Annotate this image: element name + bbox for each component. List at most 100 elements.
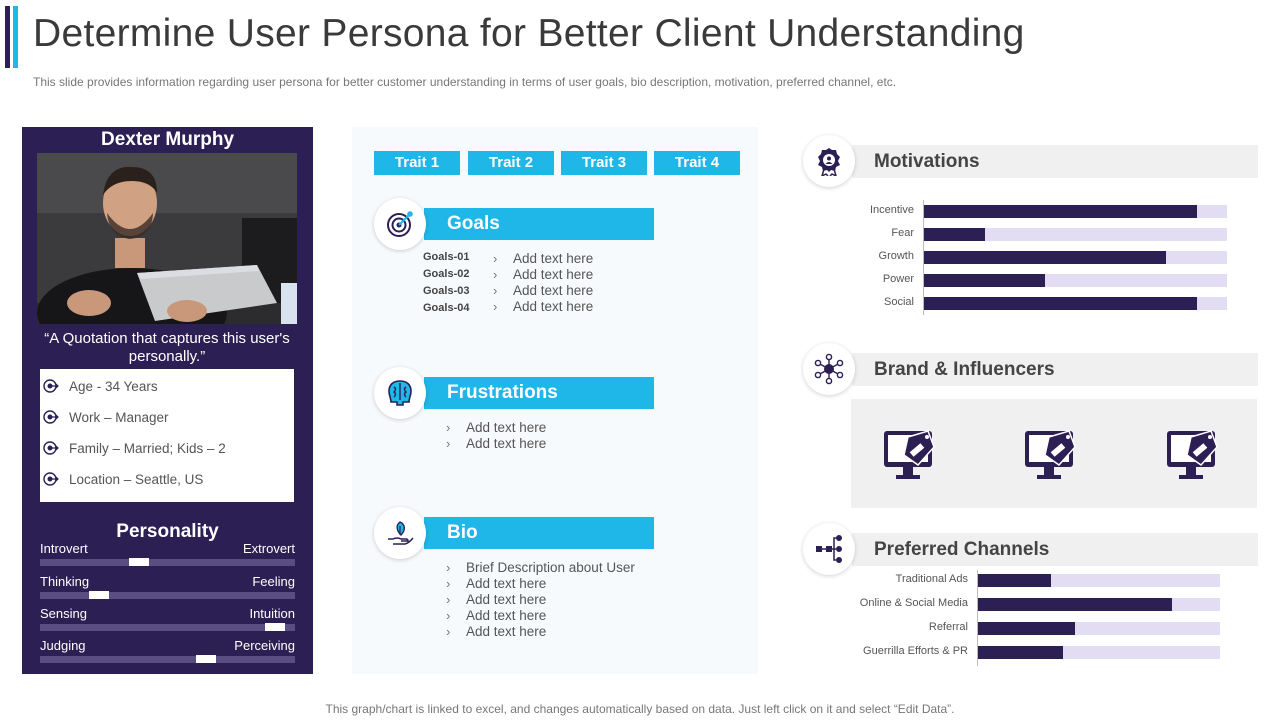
channels-header: Preferred Channels [852, 533, 1258, 566]
bio-text-1: Brief Description about User [466, 560, 635, 575]
trait-left-label: Introvert [40, 541, 88, 556]
bio-text-4: Add text here [466, 608, 547, 623]
trait-slider-knob[interactable] [265, 623, 285, 631]
bar-track [924, 274, 1227, 287]
monitor-tag-icon [1167, 430, 1218, 479]
chevron-right-icon: › [493, 251, 498, 266]
bar-category-label: Fear [891, 227, 914, 239]
flowchart-icon [816, 535, 842, 563]
persona-card: Dexter Murphy “A Quotation that captures… [22, 127, 313, 674]
brands-header: Brand & Influencers [852, 353, 1258, 386]
goal-text-2: Add text here [513, 267, 594, 282]
bar [924, 228, 985, 241]
bar-category-label: Power [882, 273, 914, 285]
chevron-right-icon: › [446, 624, 451, 639]
trait-right-label: Perceiving [234, 638, 295, 653]
trait-right-label: Intuition [249, 606, 295, 621]
trait-slider-knob[interactable] [129, 558, 149, 566]
persona-info-box: Age - 34 Years Work – Manager Family – M… [40, 369, 294, 502]
chevron-right-icon: › [446, 420, 451, 435]
bar-track [924, 205, 1227, 218]
title-accent-bar-blue [13, 6, 18, 68]
bio-header: Bio [424, 517, 654, 549]
bar-track [978, 574, 1220, 587]
info-text-work: Work – Manager [69, 409, 169, 425]
bar [924, 205, 1197, 218]
trait-4-button[interactable]: Trait 4 [654, 151, 740, 175]
trait-3-button[interactable]: Trait 3 [561, 151, 647, 175]
page-title: Determine User Persona for Better Client… [33, 12, 1025, 55]
personality-trait-row: Introvert Extrovert [40, 541, 295, 571]
chevron-right-icon: › [446, 576, 451, 591]
trait-1-button[interactable]: Trait 1 [374, 151, 460, 175]
brands-icon-circle [803, 343, 855, 395]
motivations-title: Motivations [874, 151, 980, 172]
chart-axis-line [977, 570, 978, 666]
bar-category-label: Growth [878, 250, 914, 262]
bar [978, 574, 1051, 587]
goal-text-1: Add text here [513, 251, 594, 266]
trait-slider-track [40, 591, 295, 599]
bar-category-label: Social [884, 296, 914, 308]
goal-text-4: Add text here [513, 299, 594, 314]
info-item-family: Family – Married; Kids – 2 [40, 438, 294, 458]
trait-left-label: Thinking [40, 574, 90, 589]
target-bullet-icon [43, 441, 59, 455]
bar-category-label: Traditional Ads [895, 573, 968, 585]
trait-2-button[interactable]: Trait 2 [468, 151, 554, 175]
info-item-age: Age - 34 Years [40, 376, 294, 396]
bio-icon-circle [374, 507, 426, 559]
bar [978, 646, 1063, 659]
frustration-text-1: Add text here [466, 420, 547, 435]
brands-title: Brand & Influencers [874, 359, 1055, 380]
bar [924, 297, 1197, 310]
goal-label-3: Goals-03 [423, 285, 470, 297]
monitor-tag-icon [884, 430, 935, 479]
trait-slider-track [40, 655, 295, 663]
trait-slider-knob[interactable] [196, 655, 216, 663]
brain-icon [388, 380, 412, 406]
motivations-icon-circle [803, 135, 855, 187]
info-item-work: Work – Manager [40, 407, 294, 427]
target-bullet-icon [43, 379, 59, 393]
bio-text-5: Add text here [466, 624, 547, 639]
bar-track [978, 622, 1220, 635]
target-icon [387, 211, 413, 237]
footer-note: This graph/chart is linked to excel, and… [325, 702, 955, 716]
bio-text-2: Add text here [466, 576, 547, 591]
chevron-right-icon: › [446, 560, 451, 575]
info-text-age: Age - 34 Years [69, 378, 158, 394]
trait-left-label: Judging [40, 638, 86, 653]
personality-title: Personality [116, 521, 219, 542]
channels-bar-chart: Traditional Ads Online & Social Media Refe… [852, 570, 1232, 666]
chevron-right-icon: › [493, 283, 498, 298]
chevron-right-icon: › [446, 436, 451, 451]
motivations-header: Motivations [852, 145, 1258, 178]
goal-label-1: Goals-01 [423, 251, 470, 263]
monitor-tag-icon [1025, 430, 1076, 479]
bar-track [924, 297, 1227, 310]
trait-left-label: Sensing [40, 606, 87, 621]
channels-title: Preferred Channels [874, 539, 1050, 560]
bar [978, 622, 1075, 635]
chevron-right-icon: › [493, 299, 498, 314]
bar-category-label: Referral [928, 621, 968, 633]
bar [978, 598, 1172, 611]
goals-header: Goals [424, 208, 654, 240]
bar-category-label: Guerrilla Efforts & PR [863, 645, 968, 657]
goal-text-3: Add text here [513, 283, 594, 298]
personality-trait-row: Sensing Intuition [40, 606, 295, 636]
network-icon [814, 353, 844, 385]
persona-quote: “A Quotation that captures this user's p… [44, 330, 290, 365]
frustrations-header: Frustrations [424, 377, 654, 409]
info-text-family: Family – Married; Kids – 2 [69, 440, 226, 456]
trait-slider-knob[interactable] [89, 591, 109, 599]
trait-slider-track [40, 558, 295, 566]
trait-right-label: Feeling [252, 574, 295, 589]
info-item-location: Location – Seattle, US [40, 469, 294, 489]
title-accent-bar-dark [5, 6, 10, 68]
chevron-right-icon: › [446, 608, 451, 623]
bar-track [924, 251, 1227, 264]
page-subtitle: This slide provides information regardin… [33, 75, 897, 89]
goal-label-4: Goals-04 [423, 302, 470, 314]
